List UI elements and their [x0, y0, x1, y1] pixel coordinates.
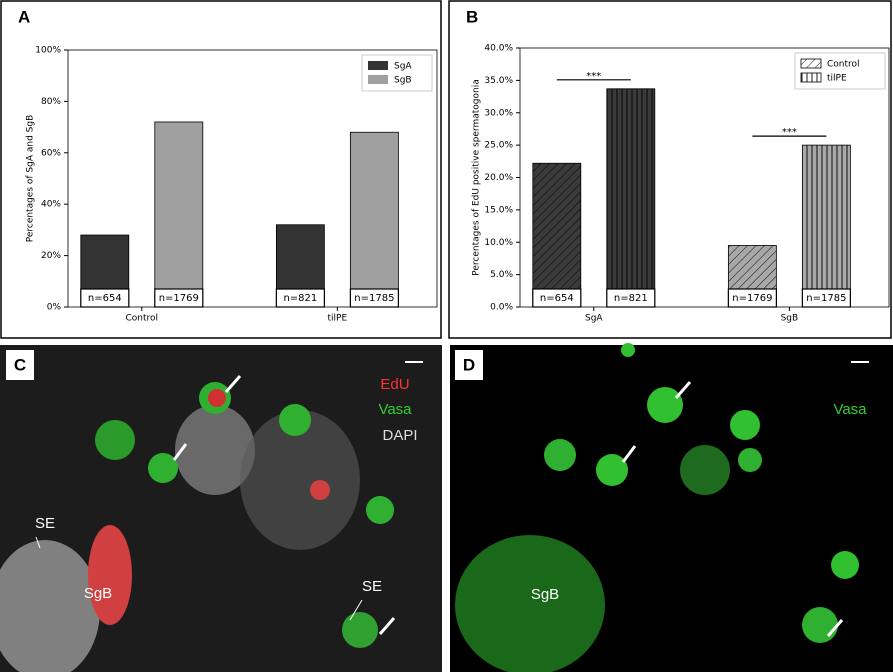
plot-frame	[519, 47, 890, 308]
legend-hatch	[801, 59, 821, 68]
y-tick-label: 60%	[41, 148, 61, 158]
micrograph-d	[450, 343, 893, 672]
y-tick-label: 20.0%	[484, 173, 513, 183]
x-tick-label: SgA	[585, 314, 603, 324]
panel-letter-bg	[6, 350, 34, 380]
legend-swatch	[368, 61, 388, 70]
count-label: n=821	[283, 293, 317, 304]
x-tick-label: tilPE	[328, 314, 348, 324]
panel-frame	[0, 0, 442, 339]
micrograph-c	[0, 345, 442, 672]
panel-frame	[448, 0, 892, 339]
region-label: SE	[362, 578, 382, 595]
count-label: n=654	[540, 293, 574, 304]
y-tick-label: 0.0%	[490, 303, 513, 313]
legend-box	[794, 52, 886, 90]
count-label: n=821	[614, 293, 648, 304]
panel-letter: D	[463, 355, 475, 374]
y-tick-label: 15.0%	[484, 205, 513, 215]
bar	[349, 131, 399, 308]
bar-hatch	[606, 88, 655, 307]
panel-letter: C	[14, 355, 26, 374]
region-label: SgB	[531, 586, 559, 603]
bar	[154, 121, 204, 308]
count-label: n=1785	[354, 293, 394, 304]
legend-hatch	[801, 73, 821, 82]
legend-label: Control	[827, 60, 860, 70]
y-axis-label: Percentages of SgA and SgB	[26, 115, 36, 243]
plot-frame	[67, 49, 438, 308]
bar-hatch	[802, 145, 851, 307]
legend-label: tilPE	[827, 74, 847, 84]
y-tick-label: 10.0%	[484, 238, 513, 248]
panel-letter: A	[18, 7, 30, 26]
count-label: n=1769	[159, 293, 199, 304]
significance-label: ***	[586, 71, 601, 82]
y-tick-label: 0%	[47, 303, 62, 313]
stain-label: DAPI	[382, 427, 417, 444]
significance-label: ***	[782, 127, 797, 138]
y-tick-label: 40.0%	[484, 44, 513, 54]
region-label: SgB	[84, 585, 112, 602]
count-label: n=1785	[806, 293, 846, 304]
legend-swatch	[368, 75, 388, 84]
x-tick-label: SgB	[781, 314, 799, 324]
stain-label: Vasa	[833, 401, 867, 418]
x-tick-label: Control	[126, 314, 159, 324]
region-label: SE	[35, 515, 55, 532]
legend-label: SgA	[394, 62, 412, 72]
stain-label: Vasa	[378, 401, 412, 418]
y-tick-label: 80%	[41, 97, 61, 107]
y-tick-label: 35.0%	[484, 76, 513, 86]
legend-box	[361, 54, 433, 92]
y-tick-label: 20%	[41, 251, 61, 261]
bar-hatch	[532, 163, 581, 307]
y-axis-label: Percentages of EdU positive spermatogoni…	[472, 79, 482, 275]
legend-label: SgB	[394, 76, 412, 86]
y-tick-label: 100%	[35, 46, 61, 56]
y-tick-label: 40%	[41, 200, 61, 210]
y-tick-label: 30.0%	[484, 108, 513, 118]
y-tick-label: 25.0%	[484, 141, 513, 151]
count-label: n=1769	[732, 293, 772, 304]
count-label: n=654	[88, 293, 122, 304]
y-tick-label: 5.0%	[490, 270, 513, 280]
panel-letter-bg	[455, 350, 483, 380]
panel-letter: B	[466, 7, 478, 26]
stain-label: EdU	[380, 376, 409, 393]
